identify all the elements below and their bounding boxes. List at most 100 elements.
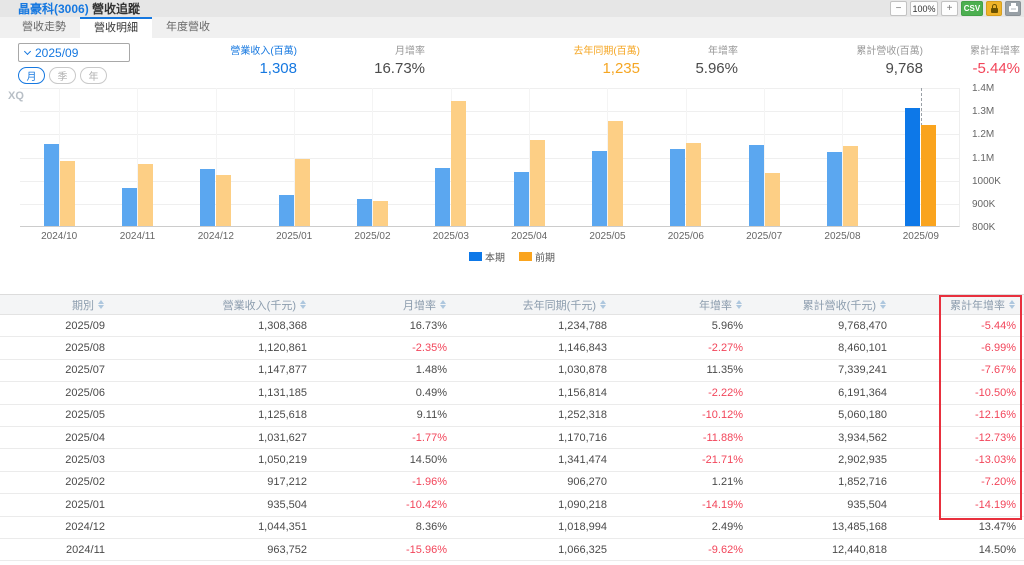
column-header-0[interactable]: 期別 (0, 295, 113, 314)
chart-legend: 本期 前期 (0, 249, 1024, 264)
table-cell: 1,044,351 (258, 521, 307, 534)
table-cell: 14.50% (978, 543, 1016, 556)
tab-revenue-trend[interactable]: 營收走勢 (22, 21, 66, 33)
table-cell: 2025/02 (65, 476, 105, 489)
x-axis-label: 2025/02 (354, 231, 391, 242)
bar-current (200, 169, 216, 226)
column-header-label: 月增率 (403, 299, 436, 312)
table-cell: 917,212 (267, 476, 307, 489)
column-header-label: 營業收入(千元) (222, 299, 296, 312)
table-cell: -12.16% (975, 409, 1016, 422)
sort-icon (300, 300, 307, 309)
zoom-out-button[interactable]: − (890, 1, 907, 16)
table-cell: -10.50% (975, 386, 1016, 399)
zoom-in-button[interactable]: + (941, 1, 958, 16)
x-axis-label: 2025/01 (276, 231, 313, 242)
column-header-3[interactable]: 去年同期(千元) (455, 295, 615, 314)
table-cell: 6,191,364 (838, 386, 887, 399)
vertical-gridline (215, 88, 217, 226)
bar-current (121, 188, 137, 226)
table-cell: 935,504 (267, 498, 307, 511)
freq-quarter[interactable]: 季 (49, 67, 76, 84)
column-header-1[interactable]: 營業收入(千元) (113, 295, 315, 314)
table-cell: -1.96% (412, 476, 447, 489)
gridline (20, 180, 959, 182)
bar-previous (764, 172, 780, 226)
stat-value: -5.44% (972, 60, 1020, 77)
table-cell: 11.35% (706, 364, 744, 377)
vertical-gridline (59, 88, 61, 226)
table-cell: 1,234,788 (558, 319, 607, 332)
bar-current (748, 145, 764, 226)
sort-icon (1009, 300, 1016, 309)
bar-group-2025/07 (725, 88, 803, 226)
tab-annual-revenue[interactable]: 年度營收 (166, 21, 210, 33)
legend-swatch (469, 252, 482, 261)
column-header-4[interactable]: 年增率 (615, 295, 751, 314)
table-cell: 1,341,474 (558, 454, 607, 467)
table-cell: 2025/09 (65, 319, 105, 332)
table-row: 2025/01 935,504 -10.42% 1,090,218 -14.19% 935… (0, 494, 1024, 517)
y-axis-label: 1.1M (972, 152, 995, 164)
column-header-label: 累計年增率 (950, 299, 1005, 312)
bar-group-2024/10 (20, 88, 98, 226)
title-bar: 晶豪科(3006) 營收追蹤 − 100% + CSV (0, 0, 1024, 17)
period-select[interactable]: 2025/09 (18, 43, 130, 62)
y-axis-label: 1.2M (972, 129, 995, 141)
column-header-2[interactable]: 月增率 (315, 295, 455, 314)
table-cell: 1,050,219 (258, 454, 307, 467)
x-axis-label: 2025/04 (511, 231, 548, 242)
legend-item-前期: 前期 (519, 249, 555, 264)
table-cell: 5.96% (711, 319, 743, 332)
table-cell: 1,031,627 (258, 431, 307, 444)
stat-yoy-rate: 年增率 5.96% (608, 42, 738, 77)
table-cell: 8.36% (415, 521, 447, 534)
bar-group-2025/06 (647, 88, 725, 226)
column-header-6[interactable]: 累計年增率 (895, 295, 1024, 314)
bar-previous (137, 164, 153, 226)
stat-value: 1,235 (602, 60, 640, 77)
csv-export-button[interactable]: CSV (961, 1, 983, 16)
bar-group-2025/01 (255, 88, 333, 226)
x-axis-label: 2025/05 (589, 231, 626, 242)
table-cell: -6.99% (981, 342, 1016, 355)
y-axis-label: 800K (972, 222, 996, 233)
freq-month[interactable]: 月 (18, 67, 45, 84)
table-cell: 7,339,241 (838, 364, 887, 377)
table-cell: -7.20% (981, 476, 1016, 489)
stat-label: 月增率 (395, 46, 425, 57)
table-cell: 906,270 (567, 476, 607, 489)
bar-previous (607, 121, 623, 226)
table-cell: 1,018,994 (558, 521, 607, 534)
period-select-value: 2025/09 (35, 45, 79, 60)
bar-group-2025/08 (803, 88, 881, 226)
table-row: 2025/03 1,050,219 14.50% 1,341,474 -21.71% 2,… (0, 449, 1024, 472)
table-cell: 2.49% (711, 521, 743, 534)
vertical-gridline (294, 88, 296, 226)
table-cell: -2.22% (708, 386, 743, 399)
printer-icon (1008, 2, 1018, 12)
table-cell: 5,060,180 (838, 409, 887, 422)
freq-year[interactable]: 年 (80, 67, 107, 84)
lock-button[interactable] (986, 1, 1002, 16)
bar-previous (842, 145, 858, 226)
table-header-row: 期別 營業收入(千元) 月增率 去年同期(千元) 年增率 累計營收(千元) 累計年增率 (0, 294, 1024, 315)
print-button[interactable] (1005, 1, 1021, 16)
table-row: 2025/05 1,125,618 9.11% 1,252,318 -10.12% 5,0… (0, 404, 1024, 427)
tab-revenue-detail[interactable]: 營收明細 (80, 17, 152, 38)
tab-bar: 營收走勢 營收明細 年度營收 (0, 17, 1024, 38)
table-cell: 13.47% (978, 521, 1016, 534)
bar-current (513, 172, 529, 226)
table-cell: -10.42% (406, 498, 447, 511)
table-cell: 14.50% (409, 454, 447, 467)
stat-value: 5.96% (695, 60, 738, 77)
column-header-5[interactable]: 累計營收(千元) (751, 295, 895, 314)
legend-label: 本期 (485, 253, 505, 264)
table-cell: 1,125,618 (258, 409, 307, 422)
table-row: 2025/04 1,031,627 -1.77% 1,170,716 -11.88% 3,… (0, 426, 1024, 450)
stock-name: 晶豪科(3006) (18, 2, 89, 16)
table-cell: 2025/05 (65, 409, 105, 422)
stat-value: 16.73% (374, 60, 425, 77)
table-cell: 13,485,168 (831, 521, 887, 534)
